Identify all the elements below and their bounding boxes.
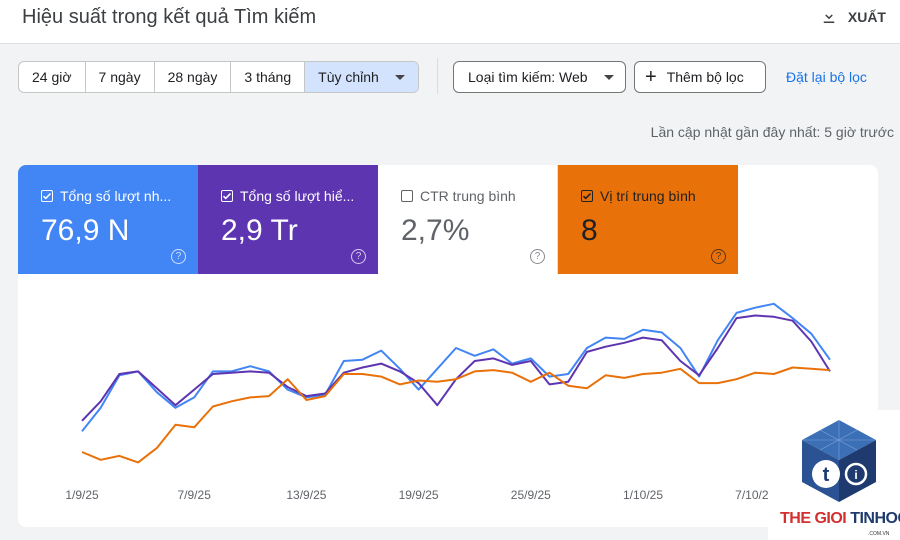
metric-ctr-label: CTR trung bình bbox=[420, 188, 516, 204]
metric-ctr[interactable]: CTR trung bình 2,7% ? bbox=[378, 165, 558, 274]
date-range-selector: 24 giờ 7 ngày 28 ngày 3 tháng Tùy chỉnh bbox=[18, 61, 419, 93]
cube-t-logo-icon: t i bbox=[802, 420, 876, 502]
svg-text:i: i bbox=[854, 468, 857, 482]
metric-clicks-label: Tổng số lượt nh... bbox=[60, 188, 172, 204]
metric-impressions-value: 2,9 Tr bbox=[221, 214, 298, 247]
download-icon bbox=[823, 9, 835, 23]
chevron-down-icon bbox=[603, 74, 614, 80]
help-icon[interactable]: ? bbox=[171, 249, 186, 264]
series-line-2 bbox=[81, 366, 831, 464]
x-tick-label: 1/10/25 bbox=[623, 488, 663, 502]
range-28d[interactable]: 28 ngày bbox=[155, 62, 232, 92]
export-label: XUẤT bbox=[847, 9, 886, 25]
checkbox-checked-icon[interactable] bbox=[581, 190, 593, 202]
search-type-label: Loại tìm kiếm: Web bbox=[468, 69, 588, 85]
help-icon[interactable]: ? bbox=[711, 249, 726, 264]
add-filter-button[interactable]: + Thêm bộ lọc bbox=[634, 61, 766, 93]
x-tick-label: 7/9/25 bbox=[178, 488, 212, 502]
x-tick-label: 19/9/25 bbox=[399, 488, 439, 502]
range-24h[interactable]: 24 giờ bbox=[19, 62, 86, 92]
x-tick-label: 13/9/25 bbox=[286, 488, 326, 502]
x-tick-label: 1/9/25 bbox=[65, 488, 99, 502]
x-tick-label: 25/9/25 bbox=[511, 488, 551, 502]
performance-card: Tổng số lượt nh... 76,9 N ? Tổng số lượt… bbox=[18, 165, 878, 527]
last-updated-text: Lần cập nhật gần đây nhất: 5 giờ trước bbox=[650, 124, 894, 140]
series-line-1 bbox=[81, 314, 831, 422]
range-3m[interactable]: 3 tháng bbox=[231, 62, 306, 92]
help-icon[interactable]: ? bbox=[530, 249, 545, 264]
checkbox-checked-icon[interactable] bbox=[221, 190, 233, 202]
metric-clicks-value: 76,9 N bbox=[41, 214, 130, 247]
plus-icon: + bbox=[645, 66, 657, 88]
export-button[interactable]: XUẤT bbox=[820, 6, 886, 28]
checkbox-unchecked-icon[interactable] bbox=[401, 190, 413, 202]
series-line-0 bbox=[81, 302, 831, 432]
metric-impressions[interactable]: Tổng số lượt hiể... 2,9 Tr ? bbox=[198, 165, 378, 274]
x-tick-label: 7/10/25 bbox=[735, 488, 775, 502]
add-filter-label: Thêm bộ lọc bbox=[666, 69, 744, 85]
range-custom[interactable]: Tùy chỉnh bbox=[305, 62, 418, 92]
performance-chart: 1/9/25 7/9/25 13/9/25 19/9/25 25/9/25 1/10/25… bbox=[65, 302, 831, 502]
chevron-down-icon bbox=[394, 74, 405, 80]
metric-position-value: 8 bbox=[581, 214, 598, 247]
metric-position[interactable]: Vị trí trung bình 8 ? bbox=[558, 165, 738, 274]
range-7d[interactable]: 7 ngày bbox=[86, 62, 155, 92]
top-bar: Hiệu suất trong kết quả Tìm kiếm XUẤT bbox=[0, 0, 900, 44]
divider bbox=[437, 58, 438, 94]
metric-impressions-label: Tổng số lượt hiể... bbox=[240, 188, 355, 204]
brand-logo: t i THE GIOI TINHOC .COM.VN bbox=[768, 410, 900, 540]
reset-filters-link[interactable]: Đặt lại bộ lọc bbox=[786, 69, 867, 85]
metric-ctr-value: 2,7% bbox=[401, 214, 470, 247]
metric-clicks[interactable]: Tổng số lượt nh... 76,9 N ? bbox=[18, 165, 198, 274]
brand-domain: .COM.VN bbox=[868, 531, 890, 537]
svg-text:t: t bbox=[823, 464, 830, 486]
brand-name: THE GIOI TINHOC bbox=[780, 510, 900, 527]
metric-position-label: Vị trí trung bình bbox=[600, 188, 696, 204]
search-type-dropdown[interactable]: Loại tìm kiếm: Web bbox=[453, 61, 626, 93]
page-title: Hiệu suất trong kết quả Tìm kiếm bbox=[22, 6, 317, 28]
checkbox-checked-icon[interactable] bbox=[41, 190, 53, 202]
range-custom-label: Tùy chỉnh bbox=[318, 69, 379, 85]
help-icon[interactable]: ? bbox=[351, 249, 366, 264]
